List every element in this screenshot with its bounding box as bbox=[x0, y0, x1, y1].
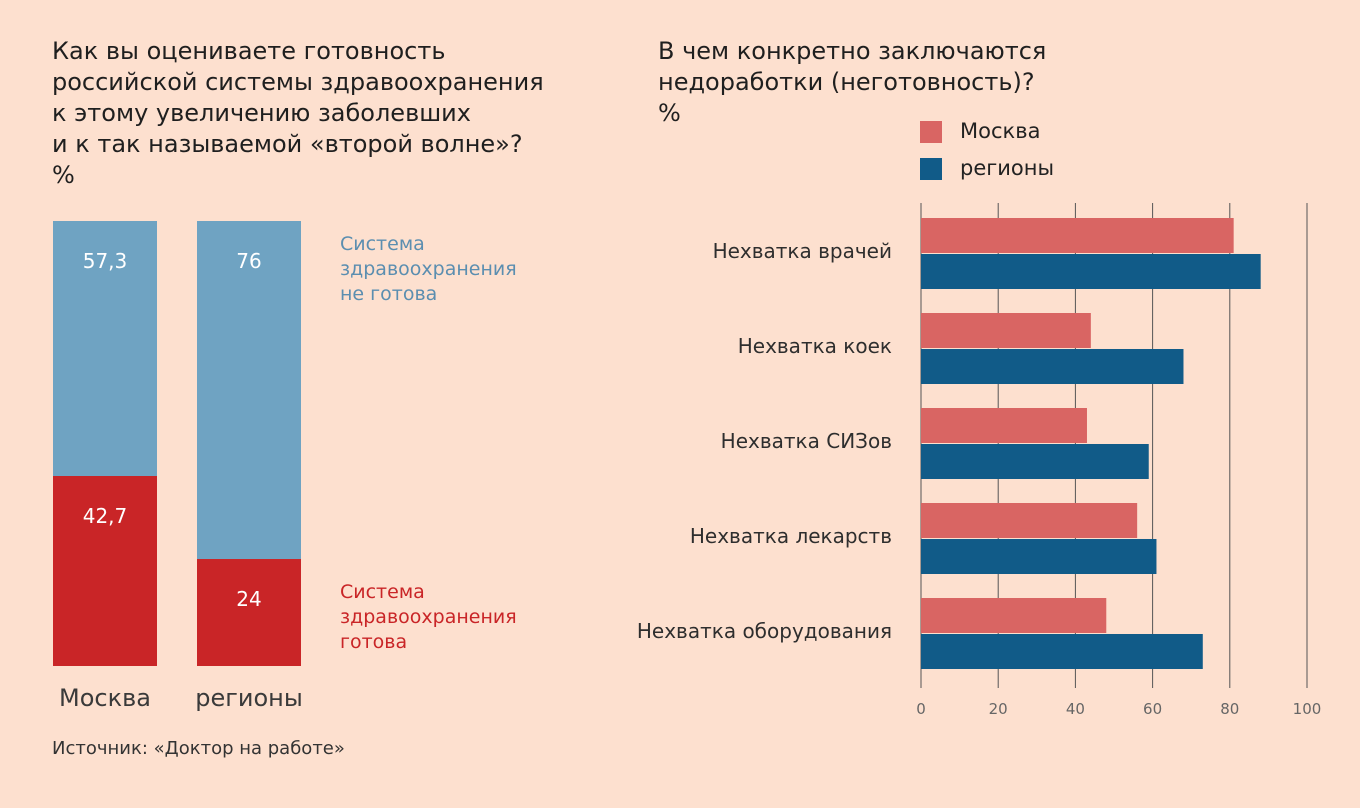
legend-label-moscow: Москва bbox=[960, 119, 1041, 143]
bar-category-label: Нехватка СИЗов bbox=[721, 429, 892, 453]
stacked-bar-value-label: 42,7 bbox=[82, 503, 128, 528]
bar-category-label: Нехватка оборудования bbox=[637, 619, 892, 643]
x-tick-label: 60 bbox=[1143, 700, 1162, 718]
x-tick-label: 100 bbox=[1293, 700, 1322, 718]
bar-regions bbox=[921, 349, 1184, 384]
bar-regions bbox=[921, 444, 1149, 479]
legend-label-regions: регионы bbox=[960, 156, 1055, 180]
bar-moscow bbox=[921, 598, 1107, 633]
right-chart-title: В чем конкретно заключаются недоработки … bbox=[658, 37, 1047, 127]
stacked-bar-segment bbox=[197, 221, 301, 560]
x-tick-label: 40 bbox=[1066, 700, 1085, 718]
source-note: Источник: «Доктор на работе» bbox=[52, 738, 345, 759]
stacked-bar-value-label: 24 bbox=[236, 587, 262, 612]
legend-swatch-regions bbox=[920, 158, 942, 180]
bar-moscow bbox=[921, 408, 1087, 443]
bar-category-label: Нехватка лекарств bbox=[690, 524, 892, 548]
stacked-bar-category-label: Москва bbox=[59, 684, 151, 712]
legend-ready: Система здравоохранения готова bbox=[340, 581, 517, 653]
bar-moscow bbox=[921, 503, 1138, 538]
x-tick-label: 0 bbox=[916, 700, 926, 718]
bar-category-label: Нехватка коек bbox=[738, 334, 892, 358]
left-chart-title: Как вы оцениваете готовность российской … bbox=[52, 37, 544, 189]
bar-regions bbox=[921, 634, 1203, 669]
legend-swatch-moscow bbox=[920, 121, 942, 143]
stacked-bar-segment bbox=[53, 475, 157, 666]
bar-regions bbox=[921, 254, 1261, 289]
x-tick-label: 20 bbox=[989, 700, 1008, 718]
stacked-bar-value-label: 57,3 bbox=[82, 249, 128, 273]
bar-moscow bbox=[921, 218, 1234, 253]
bar-moscow bbox=[921, 313, 1091, 348]
bar-regions bbox=[921, 539, 1157, 574]
bar-category-label: Нехватка врачей bbox=[713, 239, 892, 263]
x-tick-label: 80 bbox=[1220, 700, 1239, 718]
legend-not-ready: Система здравоохранения не готова bbox=[340, 233, 517, 305]
stacked-bar-segment bbox=[197, 559, 301, 666]
stacked-bar-category-label: регионы bbox=[195, 684, 303, 712]
stacked-bar-value-label: 76 bbox=[236, 249, 262, 273]
stacked-bar-segment bbox=[53, 221, 157, 476]
